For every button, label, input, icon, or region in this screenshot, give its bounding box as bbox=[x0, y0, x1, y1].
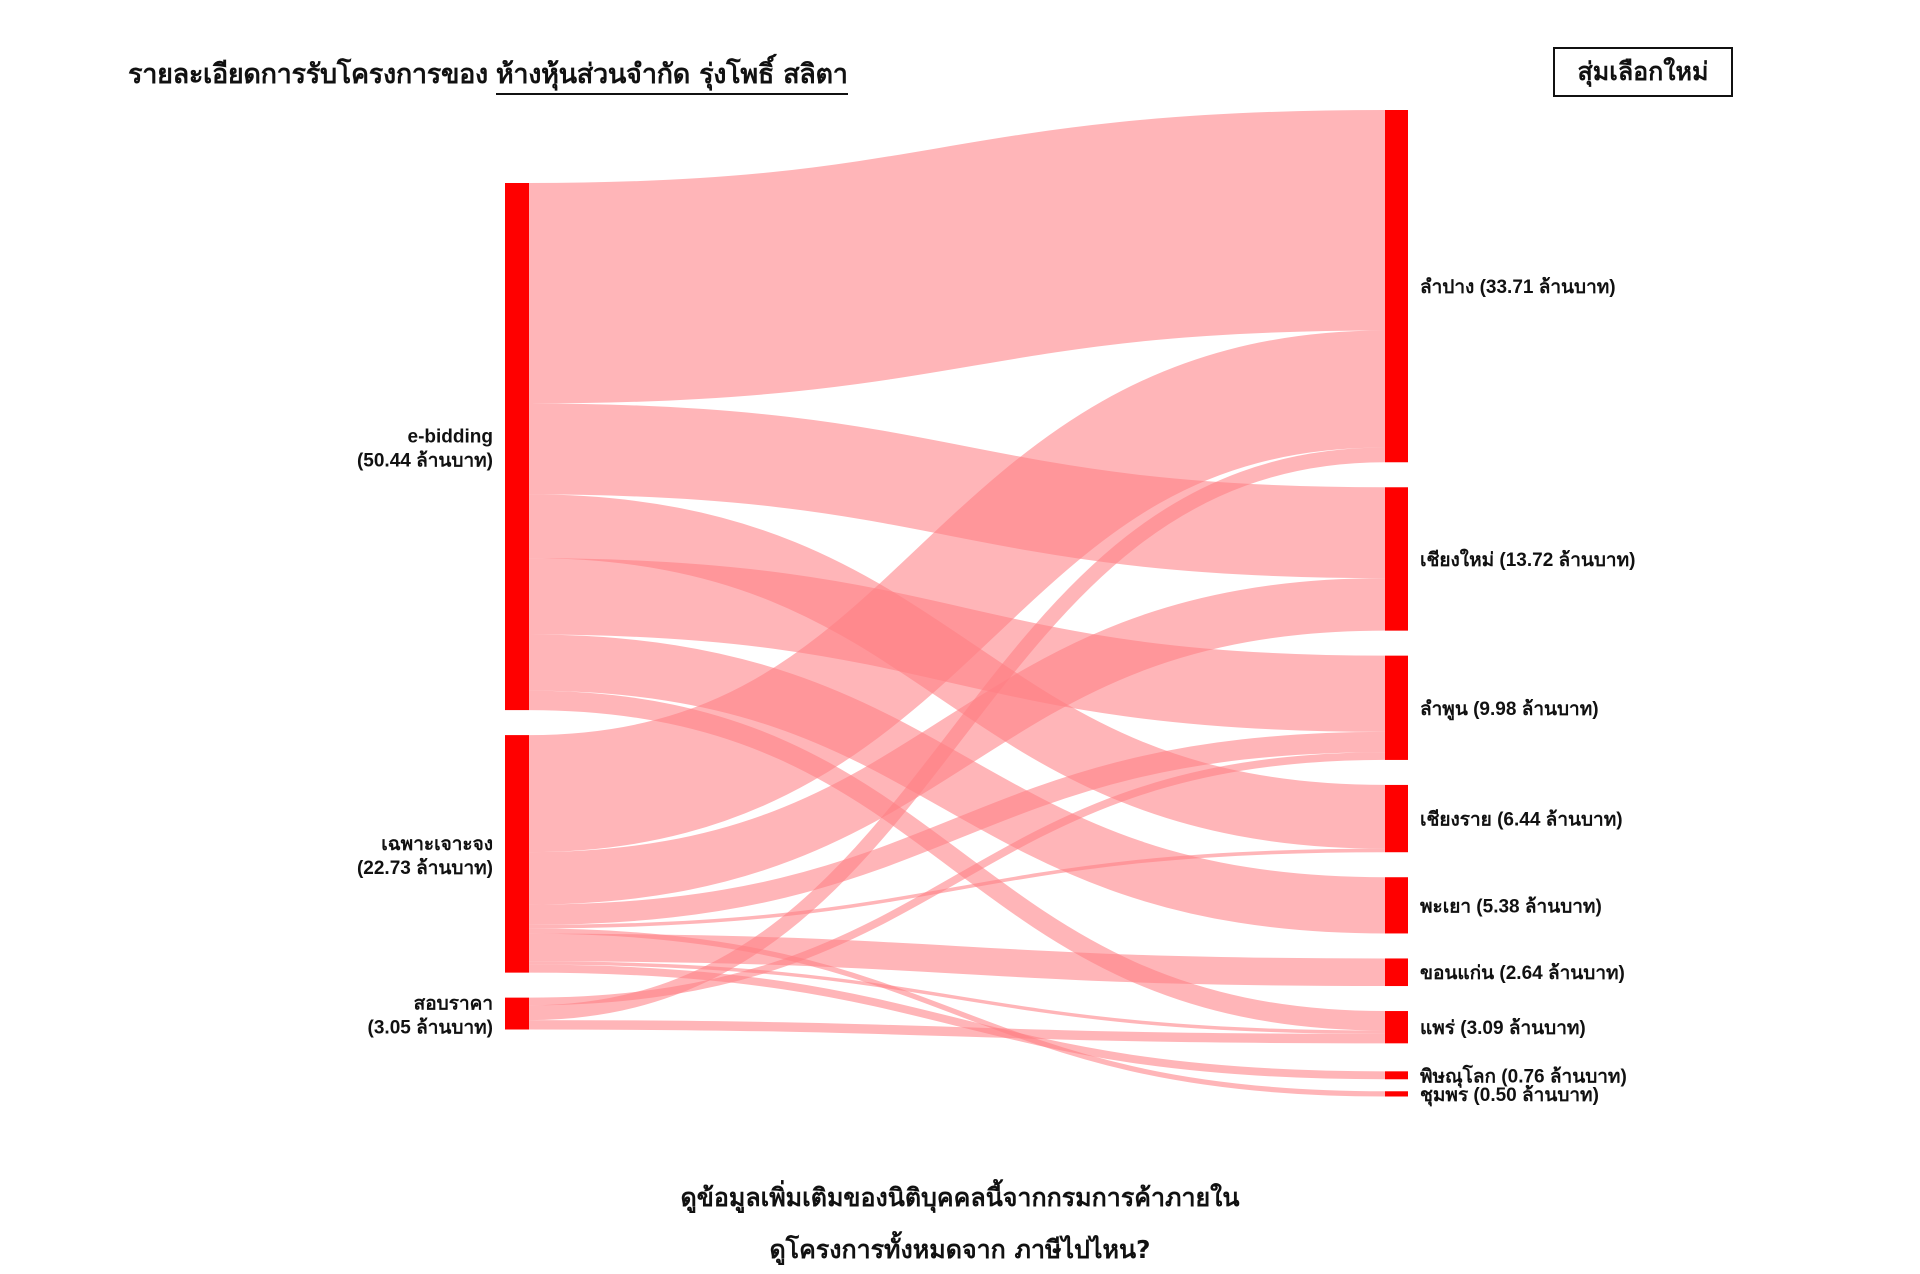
node-lampang[interactable] bbox=[1385, 110, 1408, 463]
node-chiangrai[interactable] bbox=[1385, 784, 1408, 853]
link-quote-lampang[interactable] bbox=[528, 447, 1386, 1021]
all-projects-link[interactable]: ดูโครงการทั้งหมดจาก ภาษีไปไหน? bbox=[769, 1235, 1151, 1264]
node-phrae[interactable] bbox=[1385, 1011, 1408, 1044]
link-spec-lamphun[interactable] bbox=[528, 731, 1386, 925]
target-label-chumphon: ชุมพร (0.50 ล้านบาท) bbox=[1420, 1084, 1599, 1107]
source-value-quote: (3.05 ล้านบาท) bbox=[368, 1017, 493, 1039]
source-label-spec: เฉพาะเจาะจง bbox=[381, 834, 493, 855]
link-spec-chiangrai[interactable] bbox=[528, 848, 1386, 929]
target-label-chiangmai: เชียงใหม่ (13.72 ล้านบาท) bbox=[1420, 548, 1635, 571]
target-label-phitsanulok: พิษณุโลก (0.76 ล้านบาท) bbox=[1420, 1064, 1627, 1088]
target-label-phayao: พะเยา (5.38 ล้านบาท) bbox=[1420, 895, 1602, 917]
source-label-quote: สอบราคา bbox=[414, 994, 493, 1015]
link-ebid-phayao[interactable] bbox=[528, 634, 1386, 934]
shuffle-button[interactable]: สุ่มเลือกใหม่ bbox=[1553, 47, 1733, 97]
link-spec-lampang[interactable] bbox=[528, 330, 1386, 853]
title-prefix: รายละเอียดการรับโครงการของ bbox=[128, 59, 488, 90]
source-label-ebid: e-bidding bbox=[408, 427, 493, 448]
target-label-lampang: ลำปาง (33.71 ล้านบาท) bbox=[1420, 276, 1616, 298]
link-ebid-chiangmai[interactable] bbox=[528, 403, 1386, 579]
target-label-lamphun: ลำพูน (9.98 ล้านบาท) bbox=[1420, 698, 1599, 721]
dbd-info-link[interactable]: ดูข้อมูลเพิ่มเติมของนิติบุคคลนี้จากกรมกา… bbox=[680, 1183, 1240, 1212]
company-name-link[interactable]: ห้างหุ้นส่วนจำกัด รุ่งโพธิ์ สลิตา bbox=[495, 59, 848, 95]
target-label-phrae: แพร่ (3.09 ล้านบาท) bbox=[1420, 1017, 1586, 1039]
node-khonkaen[interactable] bbox=[1385, 958, 1408, 987]
link-spec-phrae[interactable] bbox=[528, 961, 1386, 1034]
link-spec-khonkaen[interactable] bbox=[528, 933, 1386, 987]
node-ebid[interactable] bbox=[505, 183, 529, 711]
node-chumphon[interactable] bbox=[1385, 1091, 1408, 1097]
link-ebid-lampang[interactable] bbox=[528, 109, 1386, 404]
node-spec[interactable] bbox=[505, 735, 529, 973]
target-label-chiangrai: เชียงราย (6.44 ล้านบาท) bbox=[1420, 809, 1623, 831]
source-value-ebid: (50.44 ล้านบาท) bbox=[357, 450, 493, 472]
node-phitsanulok[interactable] bbox=[1385, 1071, 1408, 1080]
node-quote[interactable] bbox=[505, 997, 529, 1030]
link-quote-phrae[interactable] bbox=[528, 1020, 1386, 1044]
target-label-khonkaen: ขอนแก่น (2.64 ล้านบาท) bbox=[1420, 962, 1625, 984]
page-title: รายละเอียดการรับโครงการของ ห้างหุ้นส่วนจำ… bbox=[128, 52, 848, 95]
node-phayao[interactable] bbox=[1385, 877, 1408, 934]
source-value-spec: (22.73 ล้านบาท) bbox=[357, 857, 493, 879]
node-chiangmai[interactable] bbox=[1385, 487, 1408, 631]
node-lamphun[interactable] bbox=[1385, 655, 1408, 760]
